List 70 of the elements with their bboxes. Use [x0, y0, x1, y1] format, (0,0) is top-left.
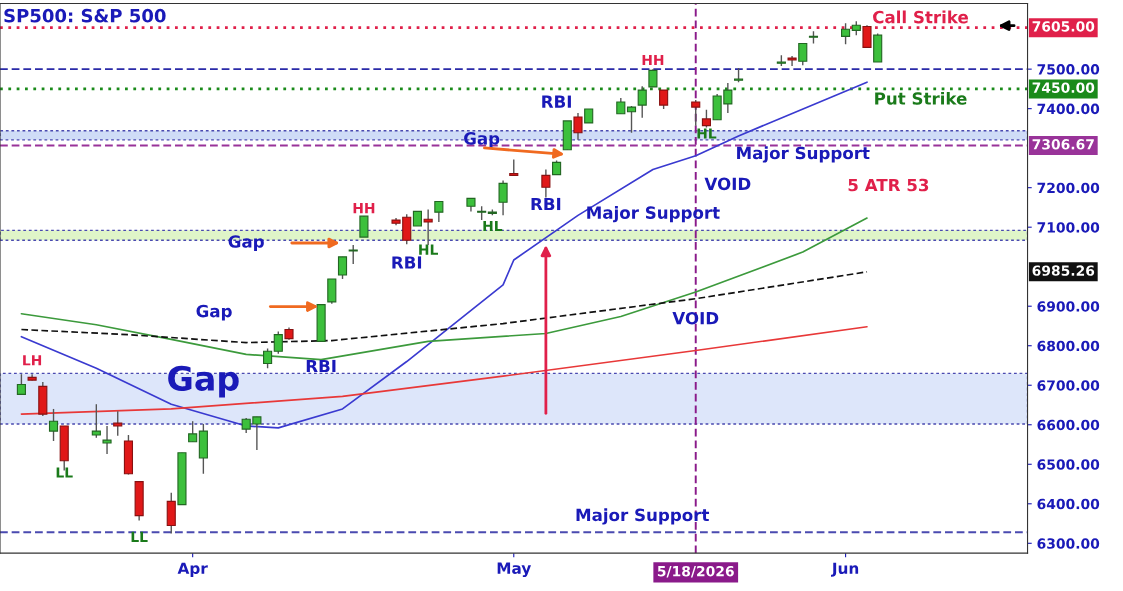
x-tick-label: Jun — [831, 562, 859, 577]
annotation: Gap — [228, 235, 264, 252]
y-tick-label: 7200.00 — [1037, 182, 1100, 194]
x-tick-label: May — [497, 562, 531, 577]
candlestick — [841, 22, 851, 45]
candlestick — [113, 410, 123, 437]
candlestick — [573, 112, 583, 141]
ref-line-label: 7306.67 — [1032, 139, 1094, 150]
annotation: VOID — [672, 311, 719, 325]
y-tick-label: 6600.00 — [1037, 419, 1100, 431]
candlestick — [798, 42, 808, 66]
annotation: Gap — [168, 365, 239, 398]
candlestick — [541, 168, 551, 199]
y-tick-label: 6800.00 — [1037, 340, 1100, 352]
annotation: LH — [23, 355, 42, 366]
candlestick — [348, 244, 358, 265]
y-tick-label: 7400.00 — [1037, 103, 1100, 115]
line-series — [20, 271, 868, 344]
candlestick — [263, 347, 273, 369]
annotation: Call Strike — [873, 10, 968, 24]
line-series — [20, 325, 868, 415]
annotation: Gap — [196, 304, 232, 321]
candlestick — [188, 420, 198, 443]
candlestick — [862, 24, 872, 49]
candlestick — [626, 105, 637, 134]
annotation: HL — [419, 244, 438, 255]
annotation: VOID — [704, 177, 751, 191]
candlestick — [691, 99, 701, 127]
annotation: Put Strike — [875, 91, 967, 105]
candlestick — [359, 215, 369, 238]
candlestick — [273, 330, 283, 355]
y-tick-label: 6900.00 — [1037, 301, 1100, 312]
chart-title: SP500: S&P 500 — [4, 8, 166, 23]
y-tick-label: 6300.00 — [1037, 538, 1100, 549]
annotation: RBI — [392, 256, 422, 269]
annotation: Major Support — [587, 206, 720, 223]
y-tick-label: 6400.00 — [1037, 498, 1100, 510]
ref-line-label: 5/18/2026 — [657, 565, 734, 578]
annotation: HH — [353, 203, 375, 214]
annotation: RBI — [542, 95, 571, 108]
annotation: Major Support — [737, 146, 870, 163]
ref-line-label: 7605.00 — [1032, 21, 1095, 32]
annotation: LL — [131, 531, 148, 542]
candlestick — [637, 85, 647, 119]
y-tick-label: 6500.00 — [1037, 459, 1100, 470]
y-tick-label: 6700.00 — [1037, 380, 1100, 391]
candlestick — [16, 373, 26, 396]
candlestick — [498, 179, 508, 217]
candlestick — [102, 425, 112, 455]
annotation: RBI — [306, 359, 336, 373]
candlestick — [48, 408, 59, 442]
x-tick-label: Apr — [177, 562, 208, 577]
annotation: Major Support — [576, 508, 710, 525]
annotation: HL — [697, 128, 717, 139]
annotation: HL — [483, 220, 503, 232]
ref-line-label: 7450.00 — [1032, 82, 1095, 93]
annotation: HH — [642, 54, 664, 66]
candlestick — [659, 89, 669, 110]
annotation: RBI — [531, 197, 561, 211]
annotation: Gap — [464, 132, 500, 148]
candlestick — [423, 208, 433, 246]
y-tick-label: 7100.00 — [1037, 222, 1100, 233]
candlestick — [337, 256, 348, 280]
annotation: LL — [56, 467, 73, 478]
text: 6985.26 — [1032, 265, 1095, 276]
annotation: 5 ATR 53 — [848, 178, 929, 192]
candlestick — [434, 200, 444, 223]
candlestick — [91, 403, 101, 439]
y-tick-label: 7500.00 — [1037, 64, 1100, 75]
candlestick — [327, 278, 337, 305]
